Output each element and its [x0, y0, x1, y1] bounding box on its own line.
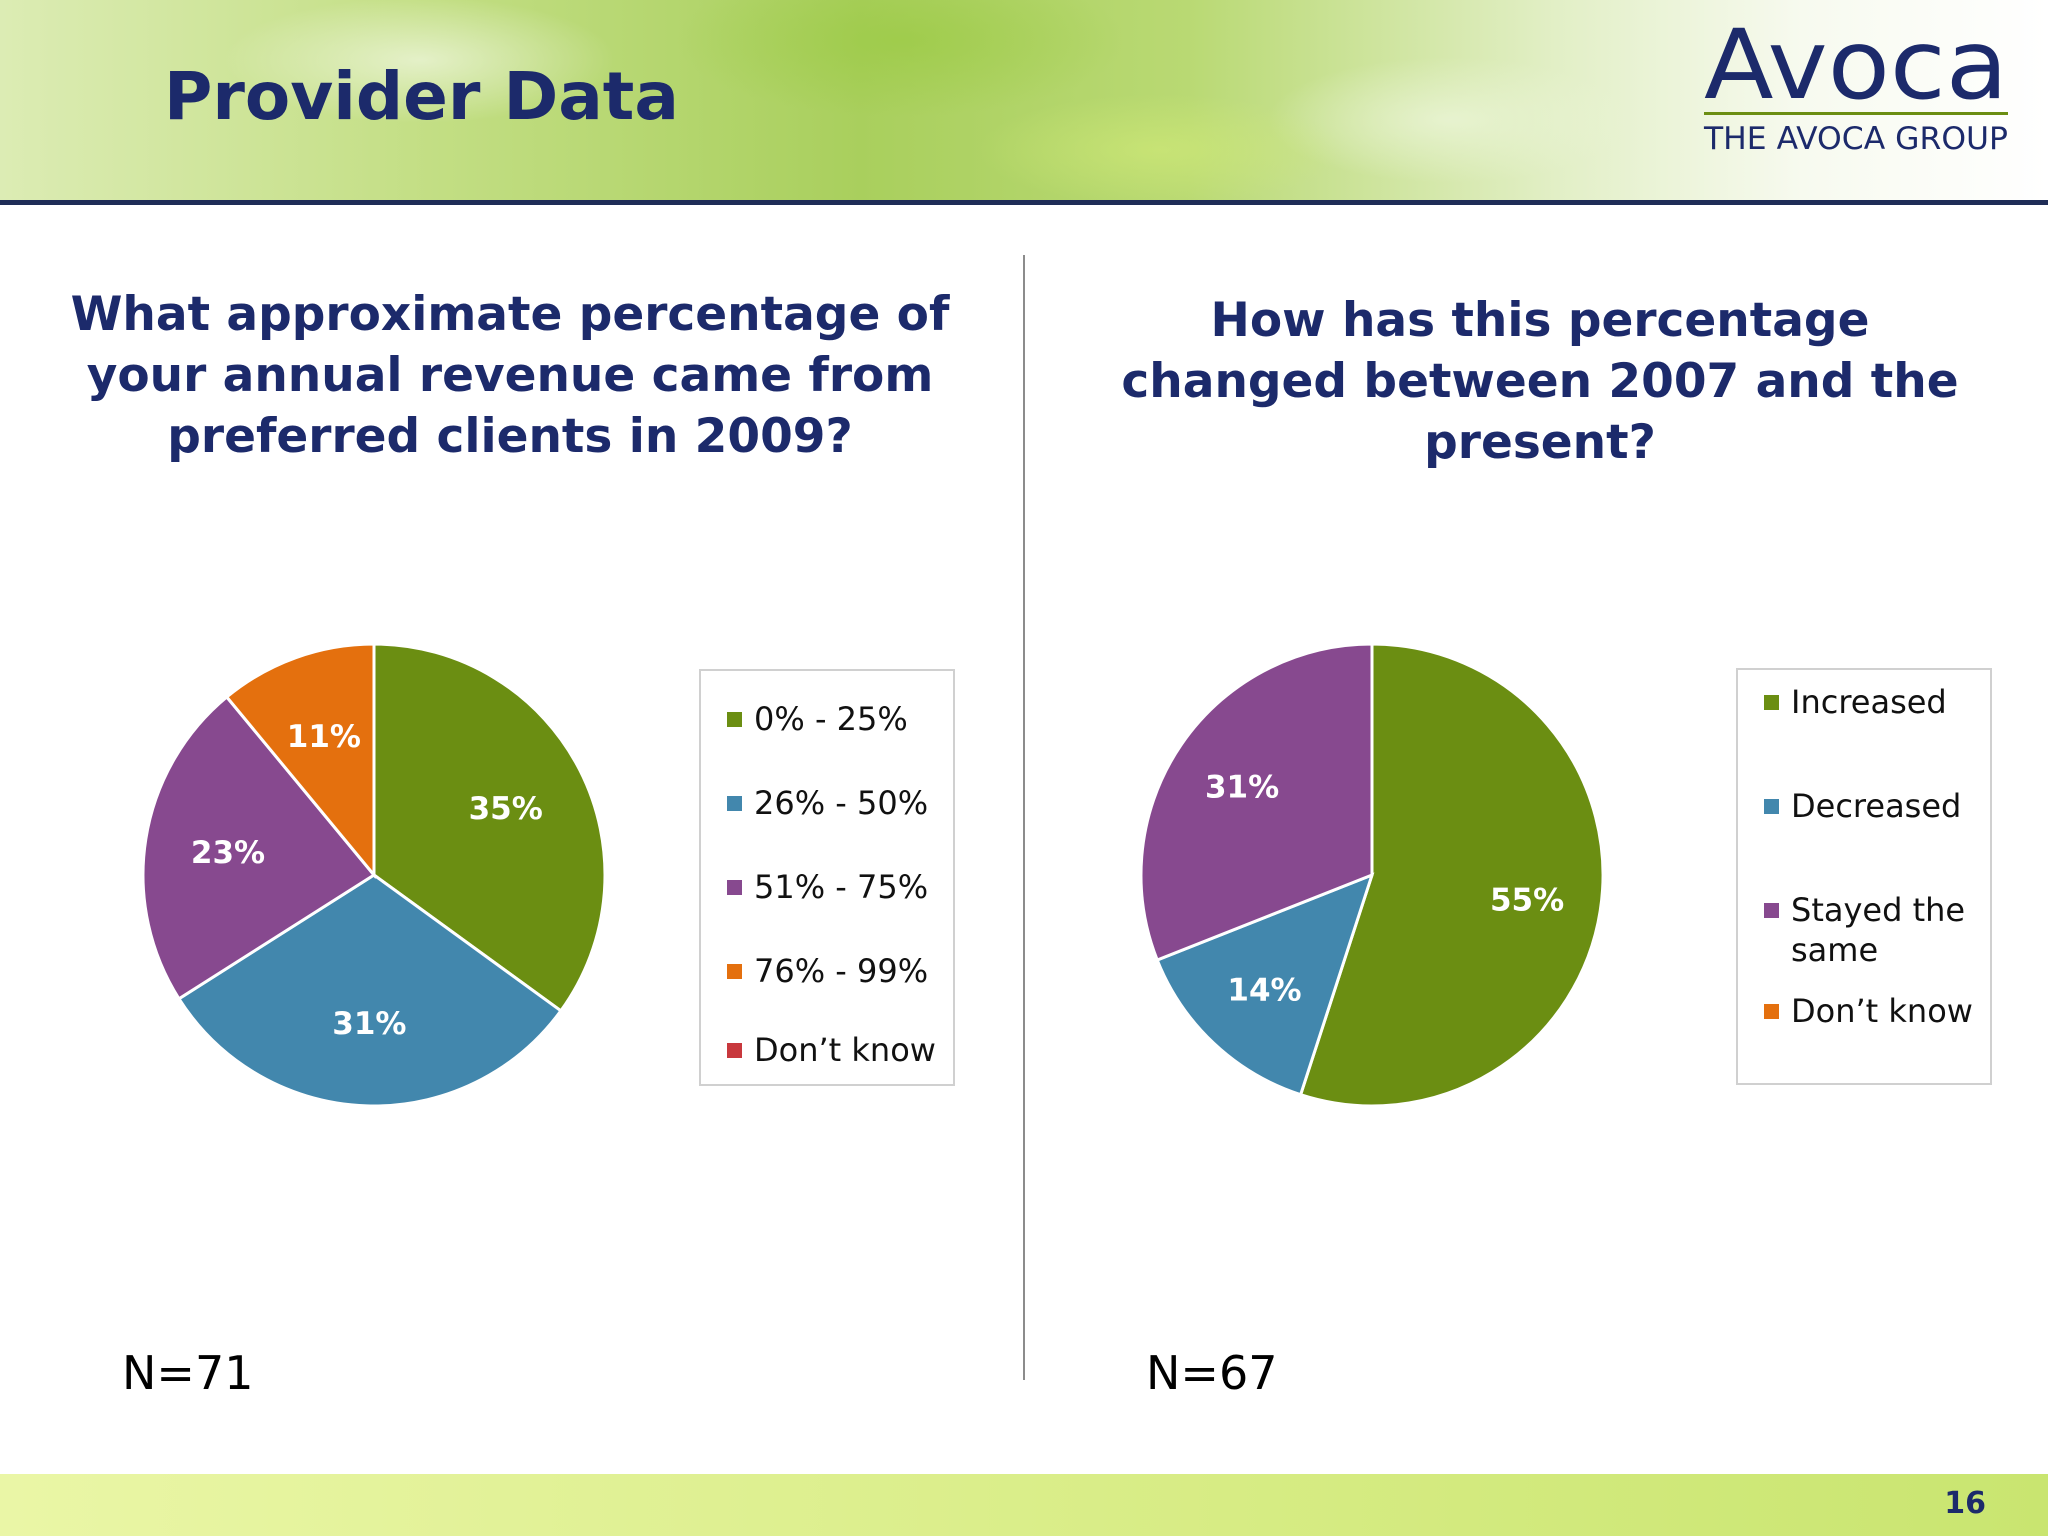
chart1-legend-item-2: 26% - 50%: [727, 783, 947, 823]
chart1-legend-label-1: 0% - 25%: [754, 700, 908, 738]
chart2-legend-label-1: Increased: [1791, 683, 1947, 721]
footer-bar: 16: [0, 1474, 2048, 1536]
header-rule: [0, 200, 2048, 205]
chart2-slice-3: [1139, 642, 1374, 962]
chart1-legend-label-3: 51% - 75%: [754, 868, 929, 906]
chart2-legend: Increased Decreased Stayed the same Don’t k…: [1736, 668, 1992, 1085]
chart2-pie: 55% 14% 31%: [1139, 642, 1605, 1108]
chart1-data-label-2: 31%: [332, 1006, 406, 1042]
chart2-legend-label-4: Don’t know: [1791, 992, 1973, 1030]
chart1-sample-size: N=71: [122, 1346, 254, 1400]
chart1-pie: 35% 31% 23% 11%: [141, 642, 607, 1108]
chart2-legend-label-2: Decreased: [1791, 787, 1962, 825]
chart2-sample-size: N=67: [1146, 1346, 1278, 1400]
chart2-data-label-3: 31%: [1205, 770, 1279, 806]
chart1-legend-label-5: Don’t know: [754, 1031, 936, 1069]
chart2-legend-swatch-1: [1764, 695, 1779, 710]
chart1-slice-1: [372, 642, 607, 1013]
avoca-logo: Avoca THE AVOCA GROUP: [1703, 9, 2008, 157]
chart2-legend-item-2: Decreased: [1764, 786, 1984, 826]
column-divider: [1023, 255, 1025, 1380]
chart1-legend-label-2: 26% - 50%: [754, 784, 929, 822]
chart2-legend-label-3: Stayed the same: [1791, 891, 1966, 969]
page-title: Provider Data: [164, 58, 679, 135]
chart2-slice-1: [1298, 642, 1605, 1108]
chart2-legend-swatch-2: [1764, 799, 1779, 814]
chart1-legend-swatch-4: [727, 964, 742, 979]
chart2-data-label-1: 55%: [1490, 883, 1564, 919]
chart1-legend-swatch-2: [727, 796, 742, 811]
chart2-legend-item-3: Stayed the same: [1764, 890, 1984, 970]
chart1-data-label-1: 35%: [469, 791, 543, 827]
chart2-slice-2: [1155, 872, 1375, 1097]
logo-tagline: THE AVOCA GROUP: [1703, 121, 2008, 157]
chart1-legend-item-4: 76% - 99%: [727, 951, 947, 991]
slide-header: Provider Data Avoca THE AVOCA GROUP: [0, 0, 2048, 204]
chart2-legend-swatch-3: [1764, 903, 1779, 918]
chart1-legend-item-5: Don’t know: [727, 1030, 947, 1070]
chart1-slice-4: [224, 642, 376, 880]
chart1-legend-swatch-5: [727, 1043, 742, 1058]
chart1-data-label-3: 23%: [191, 835, 265, 871]
logo-rule: [1704, 112, 2008, 115]
chart1-legend-swatch-3: [727, 880, 742, 895]
chart1-legend: 0% - 25% 26% - 50% 51% - 75% 76% - 99% Don’t…: [699, 669, 955, 1086]
chart1-question: What approximate percentage of your annu…: [70, 287, 950, 464]
chart2-legend-item-4: Don’t know: [1764, 991, 1984, 1031]
chart1-legend-label-4: 76% - 99%: [754, 952, 929, 990]
chart2-question: How has this percentage changed between …: [1121, 293, 1959, 470]
chart2-data-label-2: 14%: [1227, 973, 1301, 1009]
chart1-legend-swatch-1: [727, 712, 742, 727]
chart1-legend-item-1: 0% - 25%: [727, 699, 947, 739]
chart1-slice-2: [176, 873, 563, 1108]
chart1-data-label-4: 11%: [287, 719, 361, 755]
page-number: 16: [1944, 1486, 1986, 1521]
chart1-legend-item-3: 51% - 75%: [727, 867, 947, 907]
logo-wordmark: Avoca: [1704, 9, 2008, 121]
chart1-slice-3: [141, 694, 377, 1001]
chart2-legend-item-1: Increased: [1764, 682, 1984, 722]
chart2-legend-swatch-4: [1764, 1004, 1779, 1019]
